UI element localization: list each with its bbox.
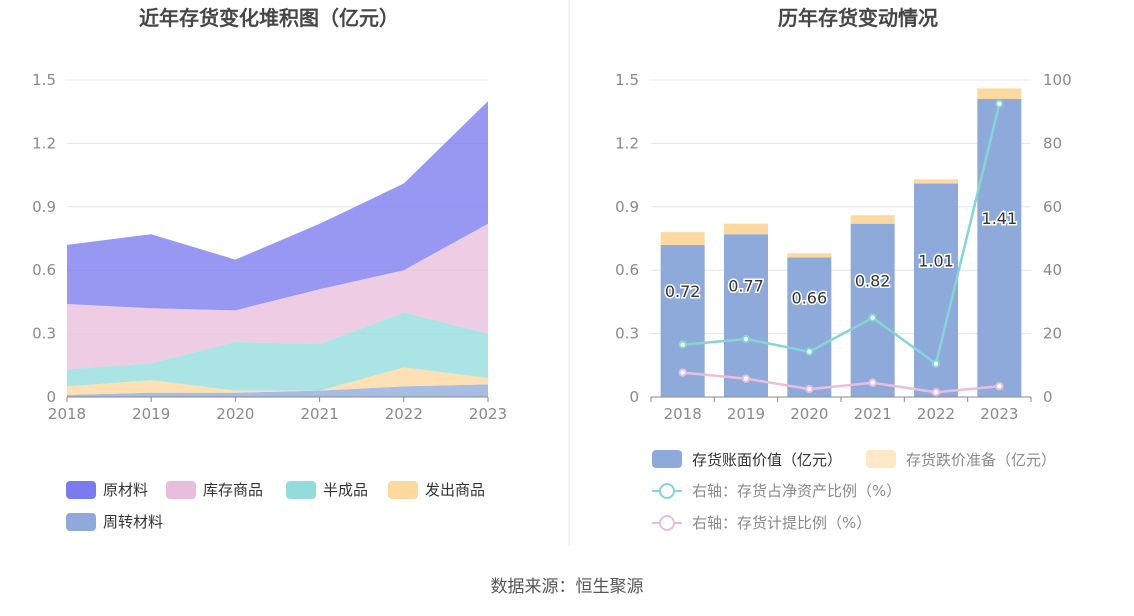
legend-swatch [66, 513, 96, 531]
line-point [931, 388, 941, 397]
bar-book-value [724, 234, 768, 397]
line-point [678, 340, 687, 349]
right-chart-y2-tick-label: 40 [1043, 261, 1062, 279]
legend-swatch [866, 450, 896, 468]
bar-impairment [724, 223, 768, 235]
legend-swatch [652, 450, 682, 468]
right-x-tick-label: 2020 [790, 405, 828, 423]
bar-value-label: 0.72 [665, 282, 701, 301]
legend-label: 存货跌价准备（亿元） [906, 451, 1056, 469]
legend-swatch [388, 481, 418, 499]
right-x-tick-label: 2018 [664, 405, 702, 423]
left-y-tick-label: 1.2 [32, 134, 56, 152]
right-x-tick-label: 2019 [727, 405, 765, 423]
legend-swatch [286, 481, 316, 499]
bar-book-value [787, 257, 832, 397]
bar-impairment [914, 179, 958, 184]
line-point [868, 378, 877, 387]
line-point [805, 347, 814, 356]
bar-value-label: 0.82 [855, 271, 891, 290]
left-y-tick-label: 0 [46, 388, 56, 406]
line-point [741, 334, 751, 344]
bar-line-chart: 0 0.3 0.6 0.9 1.2 1.5 0 20 40 60 80 100 2018 2019 2020… [615, 71, 1072, 423]
area-series-原材料 [67, 101, 488, 311]
legend-label: 周转材料 [103, 513, 163, 531]
right-x-tick-label: 2023 [980, 405, 1018, 423]
left-x-tick-label: 2018 [48, 405, 86, 423]
bar-book-value [850, 223, 895, 397]
line-point [805, 384, 814, 394]
right-chart-y2-tick-label: 100 [1043, 71, 1072, 89]
right-chart-y-tick-label: 1.5 [615, 71, 639, 89]
right-chart-title: 历年存货变动情况 [778, 6, 938, 30]
area-series-库存商品 [67, 223, 488, 370]
bar-value-label: 1.41 [982, 209, 1018, 228]
legend-line-marker [659, 515, 675, 531]
bar-book-value [977, 99, 1022, 398]
bar-impairment [787, 253, 832, 258]
line-point [995, 99, 1004, 108]
bar-impairment [660, 232, 705, 245]
right-chart-y-tick-label: 0.6 [615, 261, 639, 279]
line-point [741, 374, 751, 383]
bar-value-label: 0.77 [728, 277, 764, 296]
data-source: 数据来源：恒生聚源 [491, 577, 644, 597]
right-chart-y-tick-label: 0.3 [615, 325, 639, 343]
left-chart-title: 近年存货变化堆积图（亿元） [139, 6, 399, 30]
area-series-发出商品 [67, 367, 488, 395]
line-point [995, 382, 1004, 391]
right-x-tick-label: 2022 [917, 405, 955, 423]
left-y-tick-label: 1.5 [32, 71, 56, 89]
right-legend: 存货账面价值（亿元） 存货跌价准备（亿元） 右轴：存货占净资产比例（%） 右轴：存货计… [652, 450, 1056, 532]
left-x-tick-label: 2023 [469, 405, 507, 423]
legend-label: 发出商品 [425, 481, 485, 499]
bar-impairment [977, 88, 1022, 100]
legend-label: 半成品 [323, 481, 368, 499]
legend-swatch [166, 481, 196, 499]
left-x-tick-label: 2019 [132, 405, 170, 423]
right-chart-y-tick-label: 1.2 [615, 134, 639, 152]
legend-label: 库存商品 [203, 481, 263, 499]
right-chart-y2-tick-label: 60 [1043, 198, 1062, 216]
left-x-tick-label: 2021 [301, 405, 339, 423]
legend-label: 存货账面价值（亿元） [692, 451, 842, 469]
legend-label: 原材料 [103, 481, 148, 499]
left-x-tick-label: 2020 [216, 405, 254, 423]
left-y-tick-label: 0.6 [32, 261, 56, 279]
right-chart-y2-tick-label: 20 [1043, 325, 1062, 343]
line-series-右轴：存货计提比例（%） [682, 371, 1000, 394]
line-point [678, 368, 687, 377]
area-series-周转材料 [67, 384, 488, 397]
legend-label: 右轴：存货计提比例（%） [692, 514, 871, 532]
legend-swatch [66, 481, 96, 499]
line-point [931, 359, 941, 368]
left-y-tick-label: 0.3 [32, 325, 56, 343]
right-x-tick-label: 2021 [854, 405, 892, 423]
right-chart-y-tick-label: 0.9 [615, 198, 639, 216]
legend-label: 右轴：存货占净资产比例（%） [692, 482, 901, 500]
area-series-半成品 [67, 312, 488, 391]
line-point [868, 313, 877, 322]
left-y-tick-label: 0.9 [32, 198, 56, 216]
line-series-右轴：存货占净资产比例（%） [682, 103, 1001, 366]
legend-line-marker [659, 483, 675, 499]
bar-value-label: 0.66 [792, 288, 828, 307]
stacked-area-chart: 0 0.3 0.6 0.9 1.2 1.5 2018 2019 2020 2021 2022 2023 [32, 71, 507, 423]
bar-impairment [850, 215, 895, 224]
right-chart-y-tick-label: 0 [629, 388, 639, 406]
bar-value-label: 1.01 [918, 251, 954, 270]
left-x-tick-label: 2022 [385, 405, 423, 423]
right-chart-y2-tick-label: 80 [1043, 134, 1062, 152]
right-chart-y2-tick-label: 0 [1043, 388, 1053, 406]
